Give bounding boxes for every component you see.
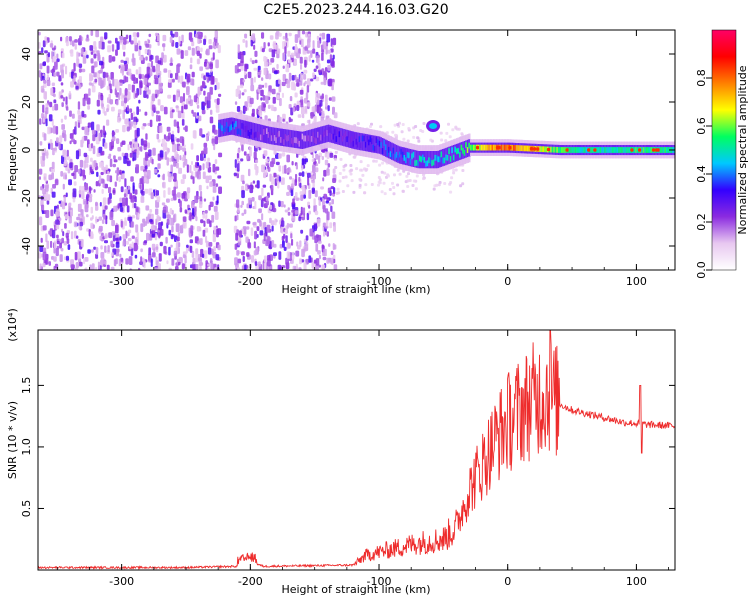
chart-title: C2E5.2023.244.16.03.G20 [263, 2, 448, 18]
x-tick-label: 100 [626, 575, 647, 588]
x-tick-label: 100 [626, 275, 647, 288]
colorbar: 0.0 0.2 0.4 0.6 0.8 Normalized spectral ampl… [695, 29, 749, 279]
snr-series-line [38, 330, 675, 570]
x-tick-label: -100 [367, 575, 392, 588]
spectrogram-ylabel: Frequency (Hz) [6, 109, 19, 192]
spectrogram-xlabel: Height of straight line (km) [281, 283, 430, 296]
y-tick-label: 20 [20, 95, 33, 109]
y-tick-label: 0 [20, 147, 33, 154]
snr-scale-note: (x10⁴) [6, 308, 19, 342]
colorbar-tick-label: 0.6 [695, 117, 708, 135]
snr-panel: -300 -200 -100 0 100 0.5 1.0 1.5 Height of stra… [6, 308, 676, 596]
colorbar-tick-label: 0.2 [695, 213, 708, 231]
x-tick-label: -100 [367, 275, 392, 288]
x-tick-label: -200 [238, 275, 263, 288]
colorbar-label: Normalized spectral amplitude [736, 65, 749, 234]
x-tick-label: -200 [238, 575, 263, 588]
colorbar-ticks: 0.0 0.2 0.4 0.6 0.8 [695, 69, 712, 279]
spectrogram-heatmap [38, 30, 675, 270]
snr-axes: -300 -200 -100 0 100 0.5 1.0 1.5 [20, 330, 675, 588]
y-tick-label: 40 [20, 47, 33, 61]
snr-line-series [38, 330, 675, 570]
snr-xlabel: Height of straight line (km) [281, 583, 430, 596]
colorbar-gradient [711, 29, 737, 271]
y-tick-label: 1.5 [20, 377, 33, 395]
colorbar-tick-label: 0.0 [695, 261, 708, 279]
x-tick-label: 0 [504, 275, 511, 288]
colorbar-tick-label: 0.8 [695, 69, 708, 87]
y-tick-label: 0.5 [20, 500, 33, 518]
snr-ylabel: SNR (10 * v/v) [6, 401, 19, 479]
snr-frame [37, 329, 676, 571]
y-tick-label: 1.0 [20, 438, 33, 456]
y-tick-label: -40 [20, 237, 33, 255]
x-tick-label: 0 [504, 575, 511, 588]
x-tick-label: -300 [109, 275, 134, 288]
x-tick-label: -300 [109, 575, 134, 588]
y-tick-label: -20 [20, 189, 33, 207]
colorbar-tick-label: 0.4 [695, 165, 708, 183]
